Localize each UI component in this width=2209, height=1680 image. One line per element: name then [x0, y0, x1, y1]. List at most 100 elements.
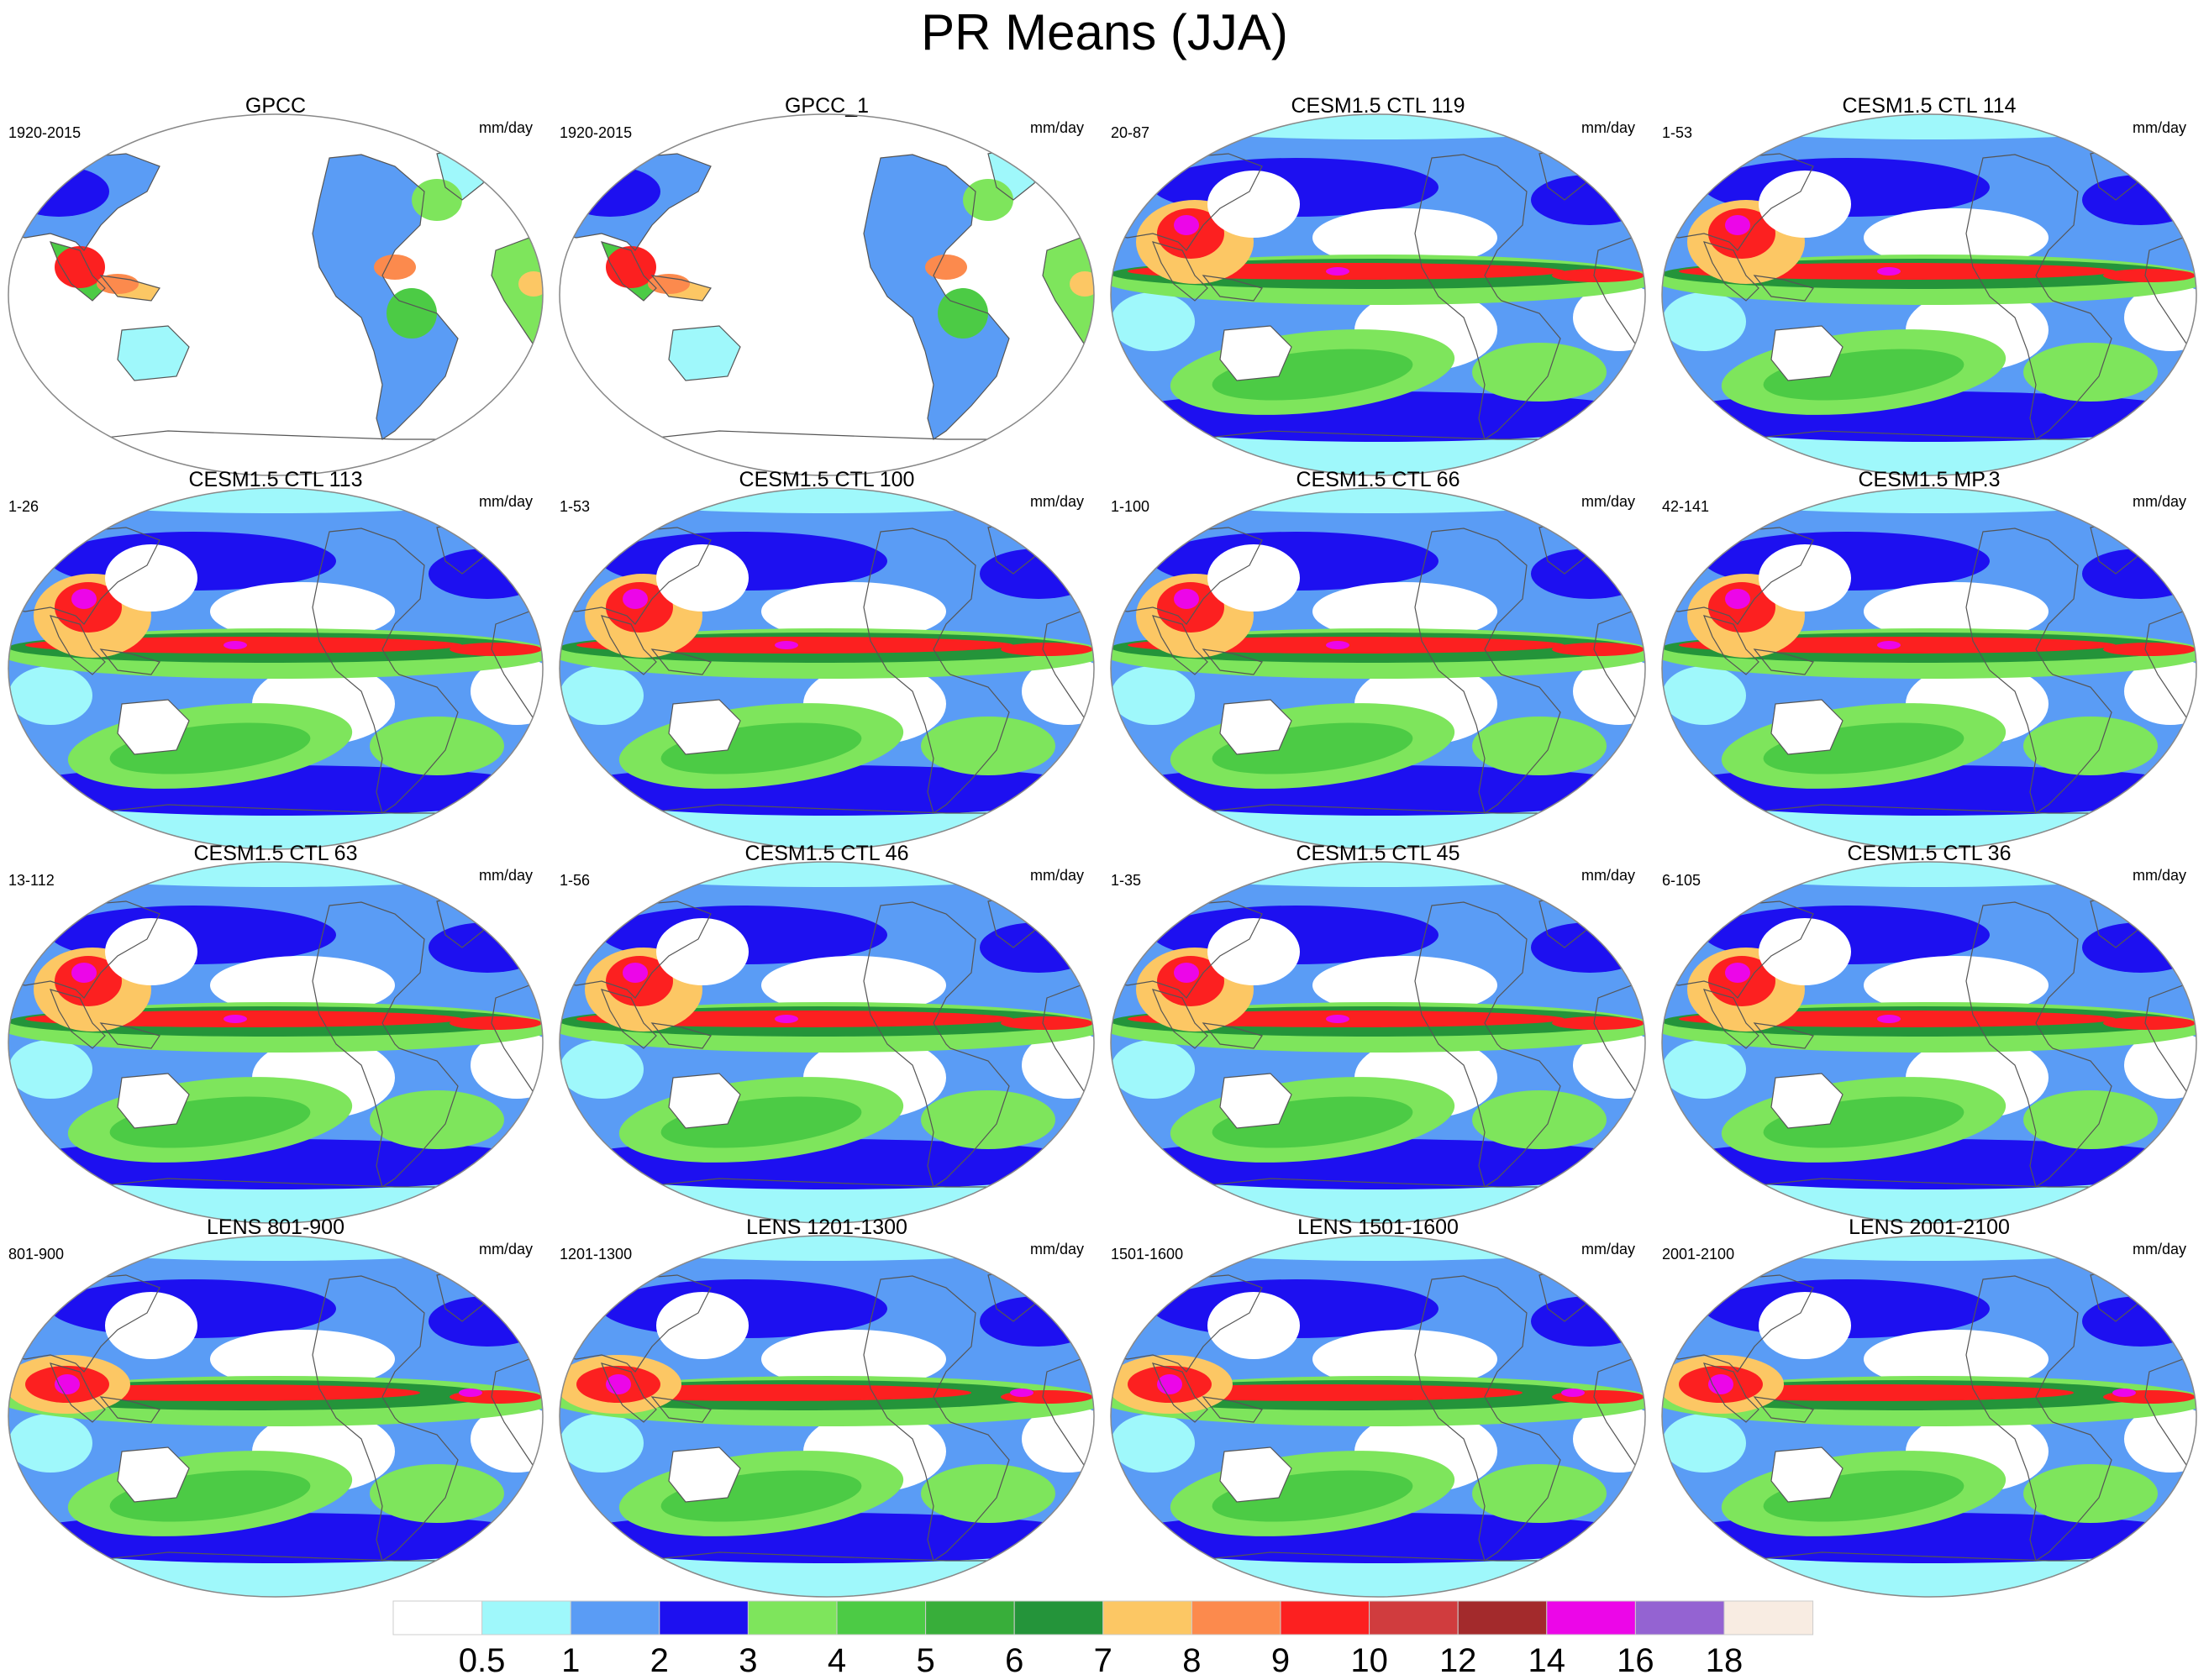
map-border	[1661, 1235, 2197, 1598]
panel-years: 801-900	[8, 1246, 65, 1263]
coastline-asiaE	[49, 989, 106, 1049]
colorbar-tick-label: 16	[1617, 1642, 1654, 1679]
dry-zone-np	[761, 582, 946, 641]
coastline-maritime	[99, 648, 160, 675]
south-atlantic-band	[370, 1464, 504, 1523]
dry-zone-np	[210, 582, 395, 641]
australia-land	[1771, 326, 1843, 381]
colorbar-swatch	[1546, 1600, 1636, 1635]
australia-land	[1771, 1447, 1843, 1502]
dry-zone-np	[761, 956, 946, 1015]
dry-zone-io	[560, 666, 644, 725]
dry-zone-io	[1662, 666, 1746, 725]
precip-map	[1110, 1235, 1646, 1598]
map-border	[8, 861, 544, 1224]
precip-field	[1662, 488, 2196, 849]
coastline-americas	[863, 528, 1010, 814]
south-atlantic-band	[370, 1090, 504, 1149]
map-panel: CESM1.5 CTL 100 1-53 mm/day	[551, 374, 1102, 850]
asia-interior	[1207, 171, 1300, 238]
coastline-americas	[863, 901, 1010, 1188]
coastline-maritime	[99, 275, 160, 302]
panel-units: mm/day	[1580, 867, 1635, 884]
panel-years: 1-35	[1111, 872, 1142, 889]
asia-interior	[1207, 918, 1300, 985]
australia-land	[118, 1447, 189, 1502]
coastline-australia	[1219, 1073, 1292, 1129]
panel-years: 6-105	[1662, 872, 1701, 889]
dry-zone-np	[1864, 208, 2049, 267]
asia-interior	[1207, 544, 1300, 612]
coastline-americas	[312, 154, 459, 440]
panel-units: mm/day	[1029, 1241, 1084, 1257]
colorbar-swatch	[1457, 1600, 1548, 1635]
asia-interior	[105, 918, 197, 985]
panel-units: mm/day	[478, 867, 533, 884]
land-precip-band	[313, 155, 458, 439]
panel-units: mm/day	[1580, 119, 1635, 136]
colorbar-swatch	[392, 1600, 483, 1635]
asia-interior	[1759, 1292, 1851, 1359]
precip-map	[559, 861, 1095, 1224]
coastline-australia	[117, 699, 190, 755]
asia-interior	[656, 918, 749, 985]
panel-years: 1-100	[1111, 498, 1150, 515]
coastline-asiaE	[600, 989, 657, 1049]
itcz-max	[775, 1015, 798, 1023]
panel-units: mm/day	[1580, 493, 1635, 510]
dry-zone-np	[761, 1330, 946, 1389]
itcz-max	[1877, 267, 1901, 276]
australia-land	[1771, 1074, 1843, 1128]
dry-zone-np	[1312, 1330, 1497, 1389]
dry-zone-io	[8, 666, 92, 725]
warm-pool-max	[1725, 589, 1750, 609]
coastline-asiaE	[49, 1362, 106, 1423]
panel-units: mm/day	[2132, 1241, 2186, 1257]
coastline-asiaE	[600, 1362, 657, 1423]
map-panel: LENS 2001-2100 2001-2100 mm/day	[1654, 1121, 2205, 1598]
atlantic-itcz	[1001, 643, 1093, 656]
itcz-max	[1326, 1015, 1349, 1023]
itcz-max	[1561, 1389, 1585, 1397]
asia-interior	[1207, 1292, 1300, 1359]
colorbar-tick-label: 2	[650, 1642, 669, 1679]
dry-zone-np	[1312, 208, 1497, 267]
panel-units: mm/day	[2132, 867, 2186, 884]
map-panel: LENS 801-900 801-900 mm/day	[0, 1121, 551, 1598]
warm-pool-max	[1157, 1374, 1182, 1394]
dry-zone-np	[1864, 1330, 2049, 1389]
panel-years: 1-53	[560, 498, 591, 515]
coastline-americas	[312, 528, 459, 814]
map-panel: LENS 1201-1300 1201-1300 mm/day	[551, 1121, 1102, 1598]
colorbar-tick-label: 14	[1528, 1642, 1566, 1679]
south-atlantic-band	[1472, 343, 1607, 402]
coastline-asiaE	[1151, 989, 1208, 1049]
atlantic-itcz	[450, 1016, 542, 1030]
warm-pool-max	[1725, 215, 1750, 235]
colorbar-swatch	[570, 1600, 660, 1635]
coastline-maritime	[650, 648, 712, 675]
south-atlantic-band	[1472, 717, 1607, 775]
colorbar-swatch	[659, 1600, 749, 1635]
panel-units: mm/day	[478, 119, 533, 136]
coastline-australia	[668, 1446, 741, 1503]
coastline-australia	[1770, 699, 1843, 755]
land-precip-band	[864, 155, 1009, 439]
precip-map	[1661, 1235, 2197, 1598]
precip-map	[1661, 113, 2197, 476]
map-panel: CESM1.5 CTL 45 1-35 mm/day	[1102, 748, 1654, 1224]
map-panel: GPCC_1 1920-2015 mm/day	[551, 0, 1102, 476]
colorbar-swatch	[1280, 1600, 1370, 1635]
colorbar-swatch	[1369, 1600, 1459, 1635]
map-panel: CESM1.5 CTL 119 20-87 mm/day	[1102, 0, 1654, 476]
south-atlantic-band	[2023, 717, 2158, 775]
coastline-australia	[668, 325, 741, 381]
map-border	[1110, 1235, 1646, 1598]
south-atlantic-band	[921, 1464, 1055, 1523]
coastline-americas	[863, 154, 1010, 440]
south-atlantic-band	[1472, 1464, 1607, 1523]
australia-land	[118, 700, 189, 754]
map-border	[1110, 861, 1646, 1224]
south-atlantic-band	[370, 717, 504, 775]
atlantic-itcz	[2103, 643, 2196, 656]
